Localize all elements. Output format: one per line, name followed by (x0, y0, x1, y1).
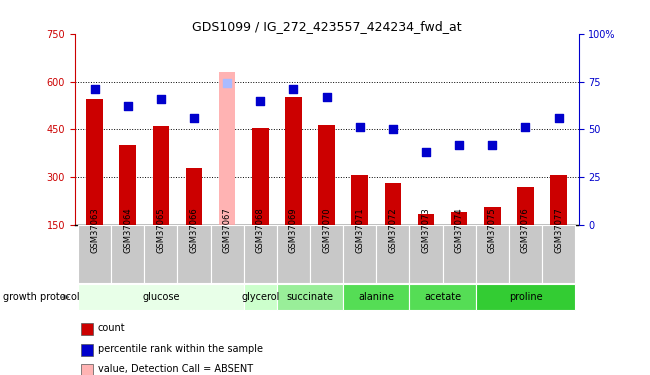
FancyBboxPatch shape (410, 284, 476, 310)
Point (156, 96, 166, 102)
Text: GSM37063: GSM37063 (90, 207, 99, 253)
Bar (86, 99, 103, 225)
Text: glycerol: glycerol (241, 292, 280, 302)
Bar (385, 183, 401, 225)
Bar (451, 211, 467, 225)
FancyBboxPatch shape (410, 225, 443, 283)
Bar (252, 128, 268, 225)
Text: GSM37074: GSM37074 (455, 207, 463, 253)
Text: proline: proline (509, 292, 542, 302)
Text: glucose: glucose (142, 292, 179, 302)
Point (454, 142, 464, 148)
FancyBboxPatch shape (111, 225, 144, 283)
Bar (285, 98, 302, 225)
Point (553, 115, 564, 121)
FancyBboxPatch shape (177, 225, 211, 283)
FancyBboxPatch shape (244, 284, 277, 310)
Text: GSM37068: GSM37068 (256, 207, 265, 253)
FancyBboxPatch shape (211, 225, 244, 283)
FancyBboxPatch shape (443, 225, 476, 283)
Bar (418, 214, 434, 225)
Bar (186, 168, 202, 225)
Point (222, 81, 233, 87)
Point (90, 86, 100, 92)
Bar (219, 72, 235, 225)
Point (421, 149, 431, 155)
Text: GSM37066: GSM37066 (190, 207, 198, 253)
Bar (517, 188, 534, 225)
Text: count: count (98, 323, 125, 333)
Text: acetate: acetate (424, 292, 462, 302)
Bar (318, 124, 335, 225)
Point (255, 98, 266, 104)
Point (487, 142, 497, 148)
Text: GSM37067: GSM37067 (223, 207, 231, 253)
Text: GSM37073: GSM37073 (422, 207, 430, 253)
Bar (484, 207, 500, 225)
Bar (153, 126, 169, 225)
Point (123, 104, 133, 110)
Point (354, 124, 365, 130)
Point (289, 86, 299, 92)
Text: GSM37070: GSM37070 (322, 207, 331, 253)
Point (387, 126, 398, 132)
Text: GSM37071: GSM37071 (356, 207, 364, 253)
Text: GSM37075: GSM37075 (488, 207, 497, 253)
Text: value, Detection Call = ABSENT: value, Detection Call = ABSENT (98, 364, 253, 374)
Title: GDS1099 / IG_272_423557_424234_fwd_at: GDS1099 / IG_272_423557_424234_fwd_at (192, 20, 462, 33)
Bar (120, 146, 136, 225)
Text: percentile rank within the sample: percentile rank within the sample (98, 344, 263, 354)
FancyBboxPatch shape (509, 225, 542, 283)
FancyBboxPatch shape (277, 284, 343, 310)
FancyBboxPatch shape (78, 225, 111, 283)
Point (520, 124, 530, 130)
FancyBboxPatch shape (343, 225, 376, 283)
Text: GSM37076: GSM37076 (521, 207, 530, 253)
FancyBboxPatch shape (343, 284, 410, 310)
Point (189, 115, 200, 121)
FancyBboxPatch shape (476, 284, 575, 310)
Bar (352, 175, 368, 225)
Bar (551, 175, 567, 225)
Point (321, 94, 332, 100)
FancyBboxPatch shape (376, 225, 410, 283)
Text: GSM37064: GSM37064 (124, 207, 133, 253)
FancyBboxPatch shape (277, 225, 310, 283)
Text: GSM37069: GSM37069 (289, 207, 298, 253)
Text: GSM37065: GSM37065 (157, 207, 165, 253)
FancyBboxPatch shape (144, 225, 177, 283)
Text: succinate: succinate (287, 292, 333, 302)
FancyBboxPatch shape (78, 284, 244, 310)
FancyBboxPatch shape (244, 225, 277, 283)
Text: GSM37072: GSM37072 (389, 207, 397, 253)
Text: alanine: alanine (358, 292, 395, 302)
Text: growth protocol: growth protocol (3, 292, 80, 302)
FancyBboxPatch shape (310, 225, 343, 283)
Text: GSM37077: GSM37077 (554, 207, 563, 253)
FancyBboxPatch shape (476, 225, 509, 283)
FancyBboxPatch shape (542, 225, 575, 283)
